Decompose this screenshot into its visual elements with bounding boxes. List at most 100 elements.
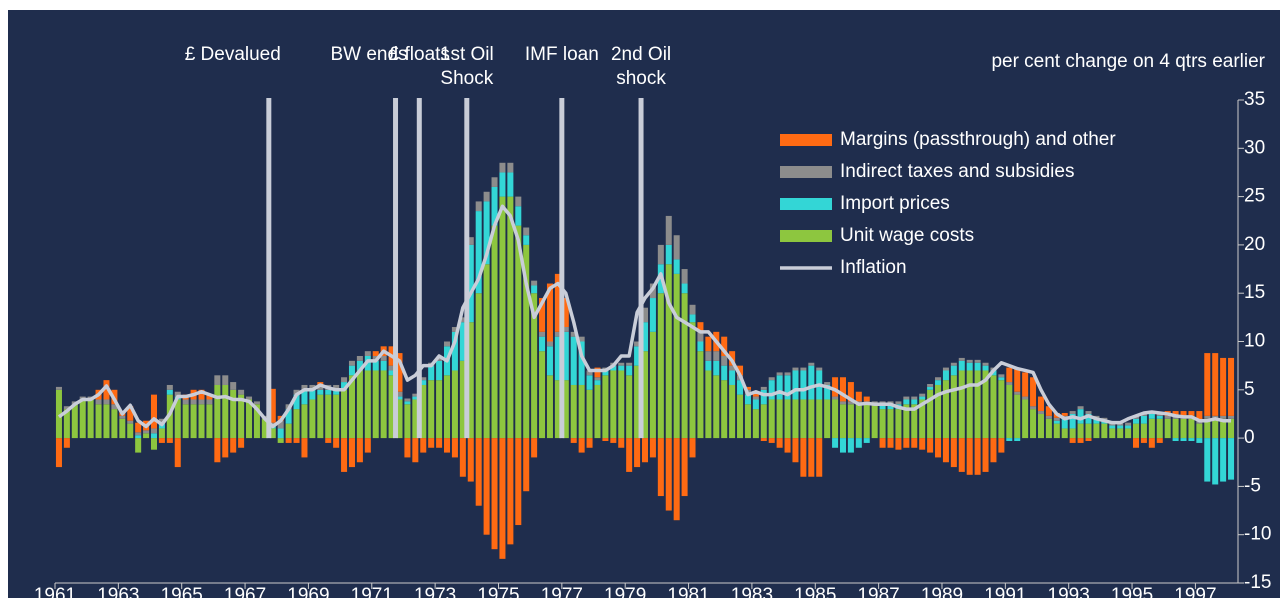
bar-segment (618, 365, 625, 371)
bar-segment (539, 298, 546, 332)
bar-segment (174, 438, 181, 468)
bar-segment (531, 293, 538, 439)
bar-segment (1180, 411, 1187, 416)
bar-segment (729, 384, 736, 439)
bar-segment (919, 438, 926, 450)
bar-segment (863, 438, 870, 443)
bar-segment (879, 404, 886, 410)
bar-segment (277, 420, 284, 429)
bar-segment (752, 396, 759, 400)
bar-segment (649, 298, 656, 332)
bar-segment (935, 377, 942, 381)
bar-segment (570, 384, 577, 439)
bar-segment (412, 393, 419, 397)
bar-segment (459, 360, 466, 439)
bar-segment (610, 438, 617, 443)
bar-segment (903, 438, 910, 448)
bar-segment (309, 399, 316, 439)
bar-segment (1014, 367, 1021, 392)
bar-segment (1022, 396, 1029, 400)
bar-segment (911, 438, 918, 448)
bar-segment (1022, 372, 1029, 397)
bar-segment (649, 438, 656, 458)
bar-segment (539, 351, 546, 439)
bar-segment (760, 386, 767, 390)
bar-segment (713, 351, 720, 361)
bar-segment (325, 438, 332, 443)
bar-segment (1212, 353, 1219, 416)
bar-segment (95, 399, 102, 405)
bar-segment (1006, 384, 1013, 439)
bar-segment (412, 396, 419, 400)
bar-segment (1180, 438, 1187, 441)
bar-segment (1030, 409, 1037, 439)
bar-segment (760, 404, 767, 439)
bar-segment (713, 360, 720, 376)
bar-segment (1014, 394, 1021, 439)
x-tick-label: 1997 (1174, 585, 1216, 606)
bar-segment (1228, 357, 1235, 416)
bar-segment (554, 273, 561, 332)
bar-segment (277, 438, 284, 443)
bar-segment (1172, 418, 1179, 439)
bar-segment (317, 394, 324, 439)
event-label: IMF loan (525, 44, 599, 65)
bar-segment (665, 244, 672, 265)
bar-segment (729, 365, 736, 371)
bar-segment (166, 384, 173, 390)
bar-segment (546, 346, 553, 376)
bar-segment (697, 322, 704, 332)
bar-segment (824, 384, 831, 400)
bar-segment (737, 380, 744, 395)
bar-segment (309, 384, 316, 390)
bar-segment (832, 399, 839, 439)
bar-segment (634, 438, 641, 468)
bar-segment (816, 367, 823, 371)
legend-label: Indirect taxes and subsidies (840, 161, 1074, 182)
bar-segment (911, 399, 918, 405)
bar-segment (784, 399, 791, 439)
bar-segment (570, 438, 577, 443)
x-tick-label: 1973 (414, 585, 456, 606)
bar-segment (634, 365, 641, 439)
bar-segment (356, 438, 363, 463)
bar-segment (610, 370, 617, 439)
bar-segment (942, 370, 949, 381)
bar-segment (348, 438, 355, 468)
event-label: £ floats (389, 44, 450, 65)
bar-segment (681, 283, 688, 294)
bar-segment (887, 409, 894, 439)
bar-segment (491, 186, 498, 226)
bar-segment (697, 351, 704, 439)
bar-segment (1037, 413, 1044, 439)
bar-segment (546, 375, 553, 439)
bar-segment (380, 370, 387, 439)
bar-segment (206, 404, 213, 439)
bar-segment (459, 438, 466, 477)
bar-segment (903, 399, 910, 405)
bar-segment (1228, 415, 1235, 419)
bar-segment (238, 394, 245, 439)
bar-segment (744, 386, 751, 390)
bar-segment (515, 225, 522, 439)
bar-segment (420, 377, 427, 381)
y-tick-label: 5 (1244, 379, 1255, 400)
bar-segment (103, 404, 110, 439)
x-tick-label: 1989 (921, 585, 963, 606)
bar-segment (206, 394, 213, 400)
bar-segment (958, 357, 965, 361)
bar-segment (927, 438, 934, 453)
bar-segment (657, 293, 664, 439)
bar-segment (966, 362, 973, 371)
bar-segment (800, 367, 807, 371)
y-tick-label: 20 (1244, 234, 1265, 255)
bar-segment (554, 331, 561, 337)
bar-segment (190, 399, 197, 405)
bar-segment (166, 389, 173, 395)
bar-segment (1006, 367, 1013, 383)
bar-segment (1093, 418, 1100, 424)
bar-segment (467, 237, 474, 245)
bar-segment (341, 389, 348, 439)
x-tick-label: 1961 (34, 585, 76, 606)
bar-segment (491, 225, 498, 439)
